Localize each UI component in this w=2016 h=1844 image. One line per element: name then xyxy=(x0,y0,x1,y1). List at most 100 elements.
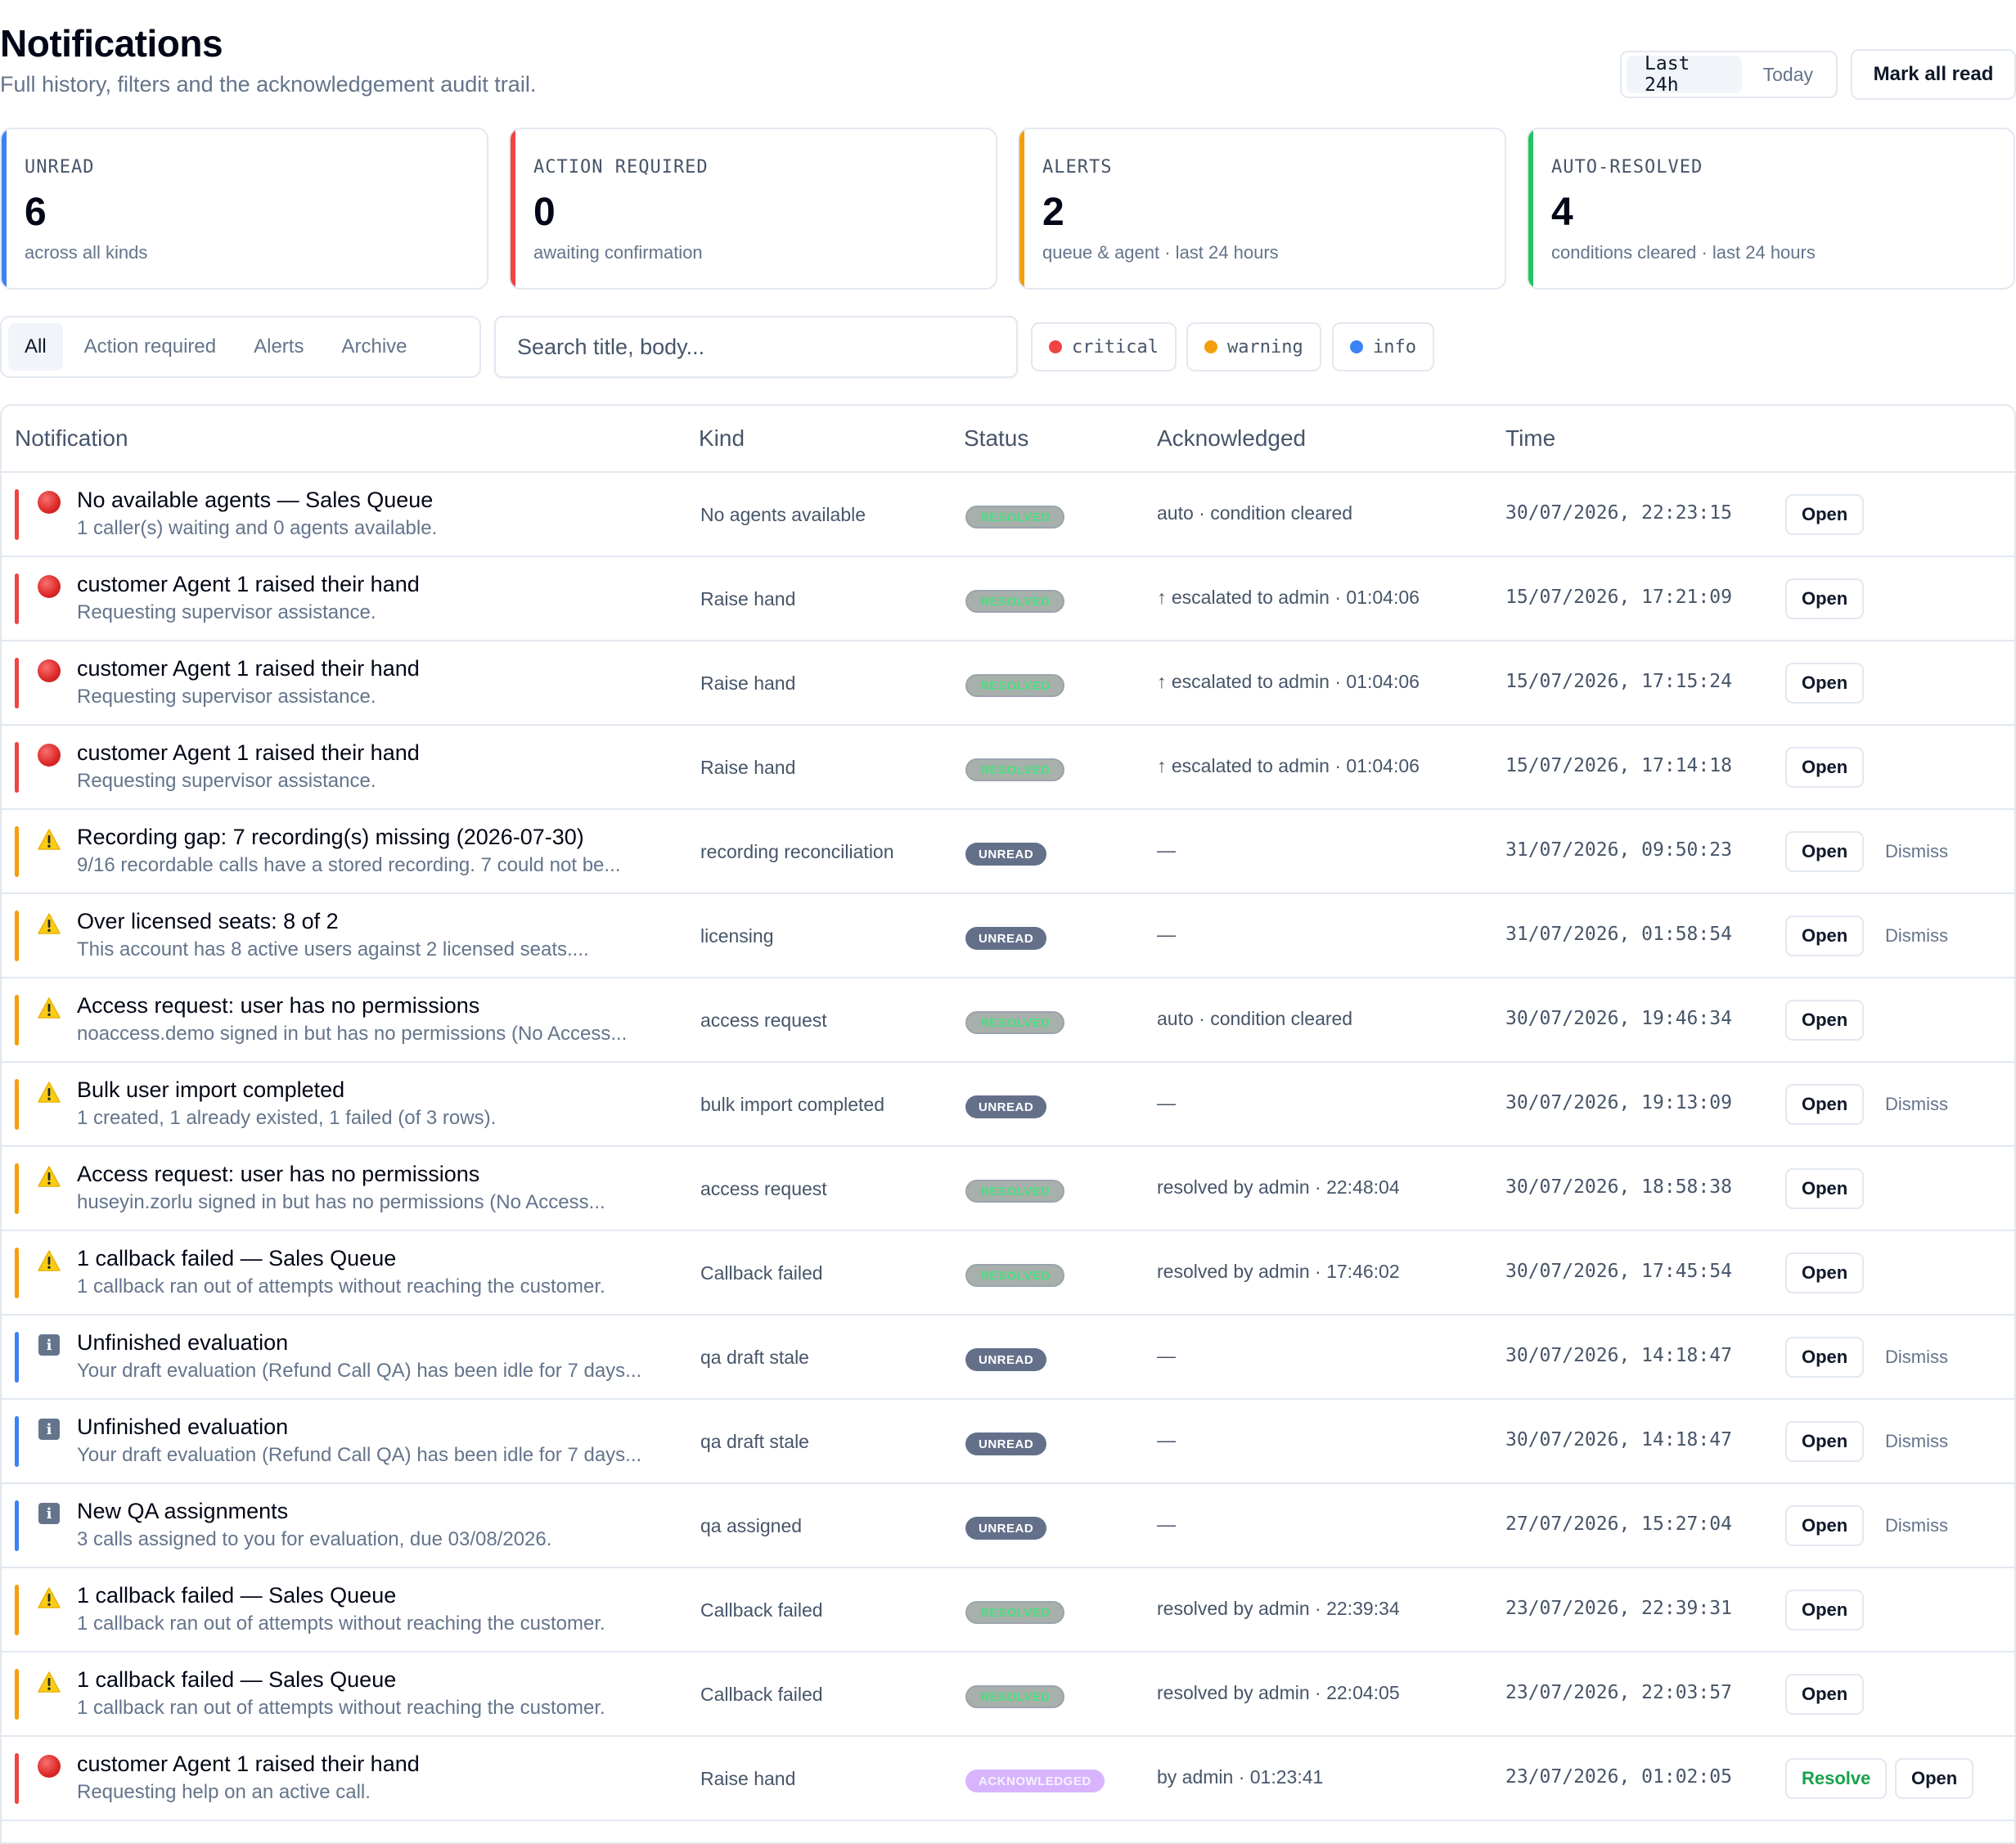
notification-body: This account has 8 active users against … xyxy=(77,938,589,960)
open-button[interactable]: Open xyxy=(1785,747,1865,788)
dismiss-button[interactable]: Dismiss xyxy=(1885,1347,1948,1367)
notification-title: customer Agent 1 raised their hand xyxy=(77,572,420,596)
stat-accent-bar xyxy=(2,129,7,288)
open-button[interactable]: Open xyxy=(1785,1674,1865,1715)
notification-kind: Raise hand xyxy=(700,672,796,694)
table-row[interactable]: No available agents — Sales Queue 1 calle… xyxy=(2,473,2014,557)
severity-bar xyxy=(15,742,19,793)
table-row[interactable]: 1 callback failed — Sales Queue 1 callbac… xyxy=(2,1568,2014,1653)
open-button[interactable]: Open xyxy=(1785,1168,1865,1209)
tab-action-required[interactable]: Action required xyxy=(83,335,217,358)
open-button[interactable]: Open xyxy=(1785,1000,1865,1041)
table-row[interactable]: Bulk user import completed 1 created, 1 a… xyxy=(2,1063,2014,1147)
table-row[interactable]: i Unfinished evaluation Your draft evaluat… xyxy=(2,1316,2014,1400)
status-badge: RESOLVED xyxy=(965,758,1065,781)
notification-kind: access request xyxy=(700,1010,827,1031)
table-row[interactable]: 1 callback failed — Sales Queue 1 callbac… xyxy=(2,1231,2014,1316)
table-row[interactable]: 1 callback failed — Sales Queue 1 callbac… xyxy=(2,1653,2014,1737)
severity-filter-warning[interactable]: warning xyxy=(1186,322,1321,371)
tab-archive[interactable]: Archive xyxy=(341,335,407,358)
tab-alerts[interactable]: Alerts xyxy=(254,335,304,358)
open-button[interactable]: Open xyxy=(1785,663,1865,704)
table-row[interactable]: customer Agent 1 raised their hand Reques… xyxy=(2,726,2014,810)
notification-title: 1 callback failed — Sales Queue xyxy=(77,1246,397,1271)
page-title: Notifications xyxy=(0,22,223,65)
time-range-toggle: Last 24h Today xyxy=(1620,51,1838,98)
warning-icon xyxy=(36,826,62,852)
acknowledged-info: — xyxy=(1157,1092,1176,1113)
table-row[interactable]: customer Agent 1 raised their hand Reques… xyxy=(2,641,2014,726)
open-button[interactable]: Open xyxy=(1785,831,1865,872)
table-row[interactable]: i Unfinished evaluation Your draft evaluat… xyxy=(2,1400,2014,1484)
status-badge: UNREAD xyxy=(965,1095,1047,1118)
notification-kind: access request xyxy=(700,1178,827,1199)
notification-kind: No agents available xyxy=(700,504,866,525)
mark-all-read-button[interactable]: Mark all read xyxy=(1851,49,2016,100)
search-input[interactable] xyxy=(494,316,1018,378)
notification-kind: Callback failed xyxy=(700,1599,823,1621)
severity-filter-info[interactable]: info xyxy=(1332,322,1434,371)
stat-label: ALERTS xyxy=(1042,157,1113,178)
open-button[interactable]: Open xyxy=(1785,1590,1865,1630)
warning-icon xyxy=(36,1163,62,1190)
notification-body: 1 caller(s) waiting and 0 agents availab… xyxy=(77,517,438,539)
table-row[interactable]: customer Agent 1 raised their hand Reques… xyxy=(2,557,2014,641)
stat-value: 2 xyxy=(1042,191,1064,234)
warning-icon xyxy=(36,1248,62,1274)
acknowledged-info: ↑ escalated to admin · 01:04:06 xyxy=(1157,755,1420,776)
severity-bar xyxy=(15,995,19,1046)
severity-filter-critical[interactable]: critical xyxy=(1031,322,1177,371)
table-row[interactable]: Access request: user has no permissions h… xyxy=(2,1147,2014,1231)
dismiss-button[interactable]: Dismiss xyxy=(1885,925,1948,946)
open-button[interactable]: Open xyxy=(1895,1758,1974,1799)
warning-dot-icon xyxy=(1204,340,1217,353)
dismiss-button[interactable]: Dismiss xyxy=(1885,841,1948,861)
table-row[interactable]: Recording gap: 7 recording(s) missing (2… xyxy=(2,810,2014,894)
notification-title: Access request: user has no permissions xyxy=(77,1162,480,1186)
acknowledged-info: resolved by admin · 22:48:04 xyxy=(1157,1176,1400,1198)
critical-dot-icon xyxy=(1049,340,1062,353)
severity-bar xyxy=(15,489,19,540)
notification-kind: Raise hand xyxy=(700,757,796,778)
dismiss-button[interactable]: Dismiss xyxy=(1885,1515,1948,1536)
table-row[interactable]: Access request: user has no permissions n… xyxy=(2,978,2014,1063)
range-option-last-24h[interactable]: Last 24h xyxy=(1627,53,1742,96)
column-header-notification: Notification xyxy=(15,425,128,451)
open-button[interactable]: Open xyxy=(1785,494,1865,535)
notification-title: 1 callback failed — Sales Queue xyxy=(77,1583,397,1608)
warning-icon xyxy=(36,1669,62,1695)
stat-accent-bar xyxy=(511,129,515,288)
open-button[interactable]: Open xyxy=(1785,1337,1865,1378)
range-option-today[interactable]: Today xyxy=(1762,63,1813,85)
severity-bar xyxy=(15,1753,19,1804)
table-row[interactable]: Over licensed seats: 8 of 2 This account … xyxy=(2,894,2014,978)
severity-bar xyxy=(15,1585,19,1635)
table-row[interactable]: customer Agent 1 raised their hand Reques… xyxy=(2,1737,2014,1821)
notification-kind: Callback failed xyxy=(700,1262,823,1284)
open-button[interactable]: Open xyxy=(1785,1253,1865,1293)
open-button[interactable]: Open xyxy=(1785,578,1865,619)
open-button[interactable]: Open xyxy=(1785,1505,1865,1546)
acknowledged-info: resolved by admin · 22:39:34 xyxy=(1157,1598,1400,1619)
resolve-button[interactable]: Resolve xyxy=(1785,1758,1888,1799)
notification-title: Unfinished evaluation xyxy=(77,1414,289,1439)
notification-kind: qa draft stale xyxy=(700,1347,809,1368)
acknowledged-info: by admin · 01:23:41 xyxy=(1157,1766,1324,1788)
notification-time: 30/07/2026, 22:23:15 xyxy=(1505,502,1732,524)
stat-subtext: conditions cleared · last 24 hours xyxy=(1551,242,1816,263)
open-button[interactable]: Open xyxy=(1785,1421,1865,1462)
column-header-kind: Kind xyxy=(699,425,745,451)
table-row[interactable]: i New QA assignments 3 calls assigned to y… xyxy=(2,1484,2014,1568)
open-button[interactable]: Open xyxy=(1785,1084,1865,1125)
acknowledged-info: — xyxy=(1157,1345,1176,1366)
critical-icon xyxy=(36,573,62,600)
tab-all[interactable]: All xyxy=(8,323,63,371)
open-button[interactable]: Open xyxy=(1785,915,1865,956)
dismiss-button[interactable]: Dismiss xyxy=(1885,1094,1948,1114)
status-badge: UNREAD xyxy=(965,1348,1047,1371)
dismiss-button[interactable]: Dismiss xyxy=(1885,1431,1948,1451)
status-badge: UNREAD xyxy=(965,1432,1047,1455)
notification-title: customer Agent 1 raised their hand xyxy=(77,656,420,681)
severity-label: critical xyxy=(1072,336,1159,358)
info-dot-icon xyxy=(1350,340,1363,353)
